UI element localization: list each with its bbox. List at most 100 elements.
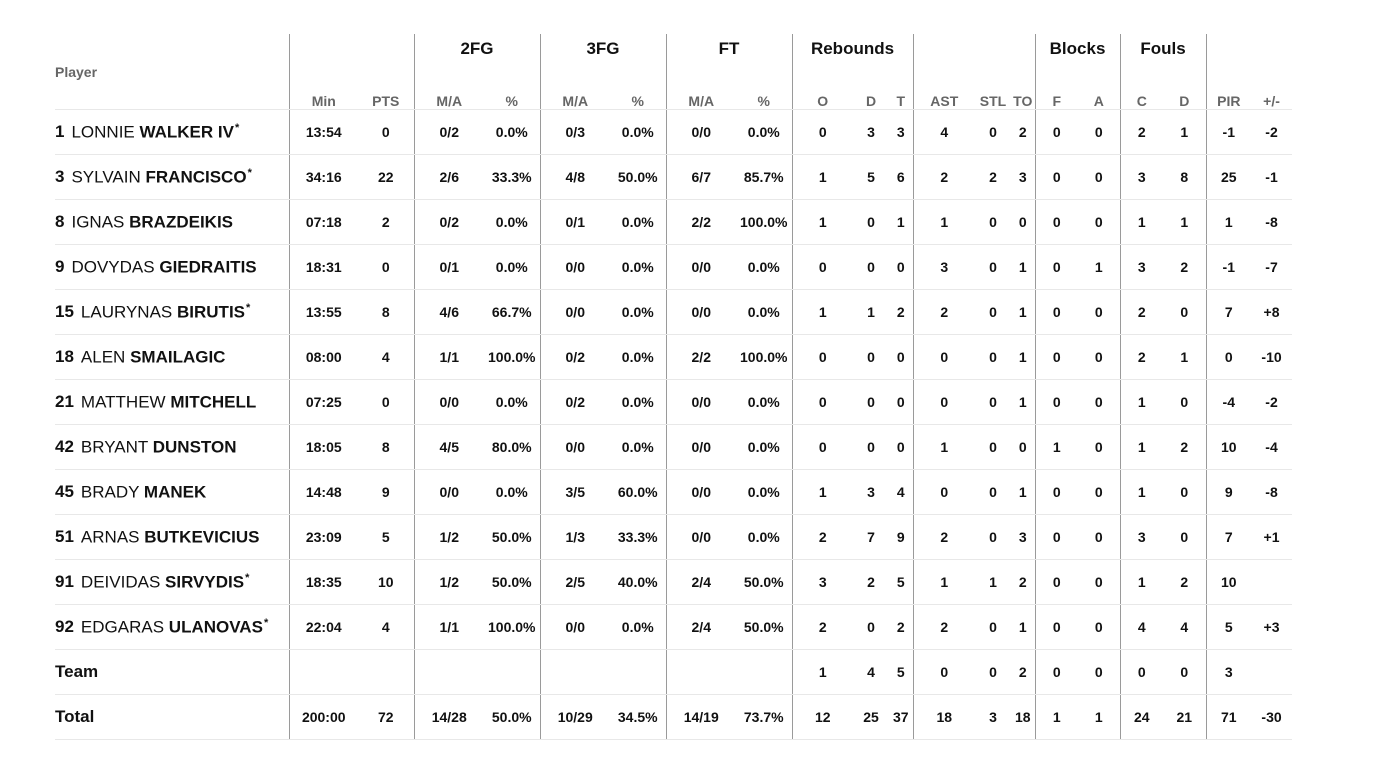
cell-3fg-ma: 0/0 (539, 244, 610, 290)
cell-ast: 1 (912, 559, 976, 605)
cell-ft-pct: 73.7% (736, 694, 792, 740)
box-score-table: 2FG 3FG FT Rebounds Blocks Fouls Player … (55, 34, 1293, 740)
player-cell: 92 EDGARAS ULANOVAS* (55, 604, 289, 650)
cell-blk-for: 0 (1034, 559, 1079, 605)
player-number: 1 (55, 122, 65, 142)
cell-plus-minus: +1 (1251, 514, 1293, 560)
player-cell: 9 DOVYDAS GIEDRAITIS (55, 244, 289, 290)
cell-def-reb: 0 (853, 334, 889, 380)
cell-blk-against: 0 (1078, 109, 1121, 155)
cell-stl: 0 (975, 289, 1012, 335)
cell-2fg-pct: 100.0% (484, 334, 540, 380)
player-last-name: DUNSTON (152, 437, 237, 457)
player-row: 8 IGNAS BRAZDEIKIS 07:18 2 0/2 0.0% 0/1 0.0% 2/2… (55, 199, 1293, 245)
player-number: 18 (55, 347, 74, 367)
cell-def-reb: 0 (853, 199, 889, 245)
cell-off-reb: 0 (791, 244, 853, 290)
group-header-row: 2FG 3FG FT Rebounds Blocks Fouls (55, 34, 1293, 64)
total-row-label: Total (55, 694, 289, 740)
player-first-name: MATTHEW (80, 392, 166, 412)
cell-def-reb: 4 (853, 649, 889, 695)
player-row: 45 BRADY MANEK 14:48 9 0/0 0.0% 3/5 60.0% 0/0 0.0… (55, 469, 1293, 515)
cell-ft-pct: 0.0% (736, 469, 792, 515)
cell-fouls-committed: 2 (1119, 109, 1164, 155)
cell-pir: 1 (1205, 199, 1252, 245)
cell-ast: 3 (912, 244, 976, 290)
cell-stl: 0 (975, 514, 1012, 560)
cell-2fg-pct: 0.0% (484, 109, 540, 155)
player-first-name: LONNIE (71, 122, 135, 142)
cell-3fg-ma: 3/5 (539, 469, 610, 515)
cell-fouls-drawn: 1 (1163, 199, 1207, 245)
cell-min: 18:31 (288, 244, 358, 290)
cell-pts: 8 (358, 424, 414, 470)
col-header-3fg-ma: M/A (539, 64, 610, 110)
cell-3fg-pct: 60.0% (610, 469, 666, 515)
cell-min: 18:35 (288, 559, 358, 605)
cell-off-reb: 1 (791, 649, 853, 695)
cell-stl: 0 (975, 199, 1012, 245)
cell-3fg-ma: 2/5 (539, 559, 610, 605)
cell-plus-minus: -1 (1251, 154, 1293, 200)
cell-def-reb: 2 (853, 559, 889, 605)
cell-def-reb: 0 (853, 424, 889, 470)
cell-pir: -4 (1205, 379, 1252, 425)
player-row: 9 DOVYDAS GIEDRAITIS 18:31 0 0/1 0.0% 0/0 0.0% 0… (55, 244, 1293, 290)
player-cell: 15 LAURYNAS BIRUTIS* (55, 289, 289, 335)
player-first-name: DOVYDAS (71, 257, 155, 277)
player-number: 92 (55, 617, 74, 637)
cell-pir: -1 (1205, 244, 1252, 290)
cell-2fg-pct (484, 649, 540, 695)
cell-blk-against: 0 (1078, 154, 1121, 200)
cell-ft-pct: 100.0% (736, 199, 792, 245)
cell-ast: 0 (912, 649, 976, 695)
cell-fouls-drawn: 0 (1163, 379, 1207, 425)
player-last-name: MANEK (143, 482, 207, 502)
cell-min (288, 649, 358, 695)
cell-3fg-ma: 0/0 (539, 424, 610, 470)
col-header-to: TO (1011, 64, 1036, 110)
cell-pir: 25 (1205, 154, 1252, 200)
cell-to: 3 (1011, 154, 1036, 200)
player-last-name: SMAILAGIC (130, 347, 226, 367)
cell-ast: 1 (912, 424, 976, 470)
cell-ast: 1 (912, 199, 976, 245)
cell-3fg-ma: 0/2 (539, 334, 610, 380)
cell-def-reb: 25 (853, 694, 889, 740)
cell-ft-pct: 0.0% (736, 424, 792, 470)
player-row: 21 MATTHEW MITCHELL 07:25 0 0/0 0.0% 0/2 0.0% 0/… (55, 379, 1293, 425)
cell-fouls-committed: 1 (1119, 199, 1164, 245)
cell-2fg-pct: 80.0% (484, 424, 540, 470)
cell-to: 1 (1011, 334, 1036, 380)
cell-blk-for: 1 (1034, 694, 1079, 740)
player-number: 42 (55, 437, 74, 457)
player-cell: 1 LONNIE WALKER IV* (55, 109, 289, 155)
player-first-name: BRADY (80, 482, 140, 502)
cell-def-reb: 5 (853, 154, 889, 200)
cell-3fg-pct: 0.0% (610, 424, 666, 470)
col-header-fouls-committed: C (1119, 64, 1164, 110)
player-row: 51 ARNAS BUTKEVICIUS 23:09 5 1/2 50.0% 1/3 33.3… (55, 514, 1293, 560)
cell-ft-ma: 0/0 (665, 109, 736, 155)
player-last-name: FRANCISCO (145, 167, 247, 187)
cell-pts: 10 (358, 559, 414, 605)
group-ft: FT (665, 34, 792, 64)
cell-def-reb: 1 (853, 289, 889, 335)
cell-3fg-pct: 33.3% (610, 514, 666, 560)
cell-tot-reb: 4 (889, 469, 914, 515)
player-last-name: GIEDRAITIS (159, 257, 257, 277)
player-cell: 21 MATTHEW MITCHELL (55, 379, 289, 425)
cell-def-reb: 7 (853, 514, 889, 560)
cell-min: 18:05 (288, 424, 358, 470)
cell-min: 14:48 (288, 469, 358, 515)
cell-3fg-pct: 0.0% (610, 109, 666, 155)
col-header-3fg-pct: % (610, 64, 666, 110)
cell-ft-pct: 0.0% (736, 379, 792, 425)
column-header-row: Player Min PTS M/A % M/A % M/A % O D T A… (55, 64, 1293, 110)
player-row: 91 DEIVIDAS SIRVYDIS* 18:35 10 1/2 50.0% 2/5 40… (55, 559, 1293, 605)
cell-ft-ma: 0/0 (665, 514, 736, 560)
cell-pir: 10 (1205, 424, 1252, 470)
col-header-fouls-drawn: D (1163, 64, 1207, 110)
cell-plus-minus: -7 (1251, 244, 1293, 290)
group-blocks: Blocks (1034, 34, 1121, 64)
